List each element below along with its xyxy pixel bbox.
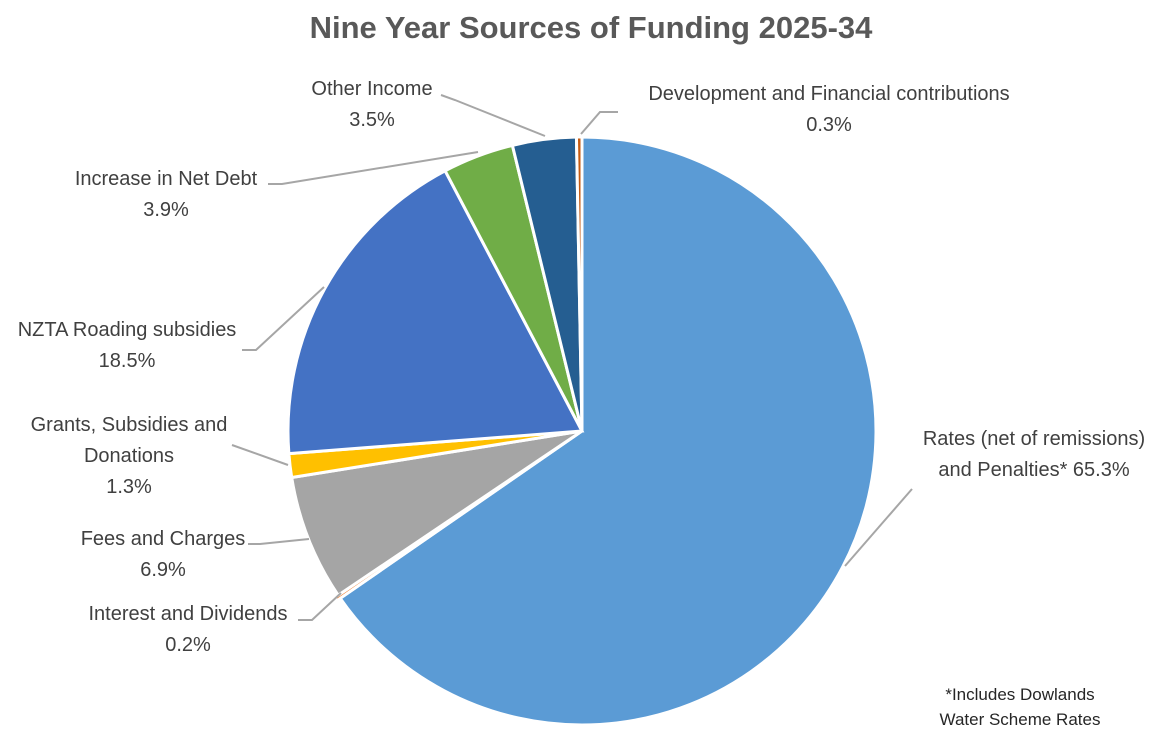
slice-nzta-roading [286, 168, 585, 456]
slice-labels: Rates (net of remissions) and Penalties* … [18, 78, 1145, 656]
footnote: *Includes Dowlands Water Scheme Rates [940, 685, 1101, 729]
slice-grants-subsidies-leader-line [231, 444, 289, 466]
slice-development-contributions-label: Development and Financial contributions 0… [648, 83, 1009, 136]
leader-lines [231, 94, 913, 621]
slice-development-contributions-leader-line [580, 111, 618, 135]
slice-fees-charges-leader-line [248, 538, 310, 545]
slice-nzta-roading-leader-line [242, 286, 325, 351]
footnote-text: *Includes Dowlands Water Scheme Rates [940, 685, 1101, 729]
slice-interest-dividends-label: Interest and Dividends 0.2% [88, 603, 287, 656]
slice-nzta-roading-label: NZTA Roading subsidies 18.5% [18, 319, 237, 372]
slice-other-income-label: Other Income 3.5% [311, 78, 432, 131]
slice-increase-net-debt-label: Increase in Net Debt 3.9% [75, 168, 258, 221]
slice-grants-subsidies-label: Grants, Subsidies and Donations 1.3% [31, 414, 228, 498]
slice-increase-net-debt-leader-line [268, 151, 479, 185]
pie-slices [286, 135, 878, 727]
slice-fees-charges-label: Fees and Charges 6.9% [81, 528, 246, 581]
slice-rates [338, 135, 878, 727]
slice-other-income-leader-line [440, 94, 546, 137]
slice-rates-label: Rates (net of remissions) and Penalties* … [923, 428, 1145, 481]
chart-title: Nine Year Sources of Funding 2025-34 [310, 10, 874, 45]
slice-interest-dividends-leader-line [298, 592, 342, 621]
slice-rates-leader-line [844, 488, 913, 567]
slice-development-contributions [574, 135, 584, 432]
